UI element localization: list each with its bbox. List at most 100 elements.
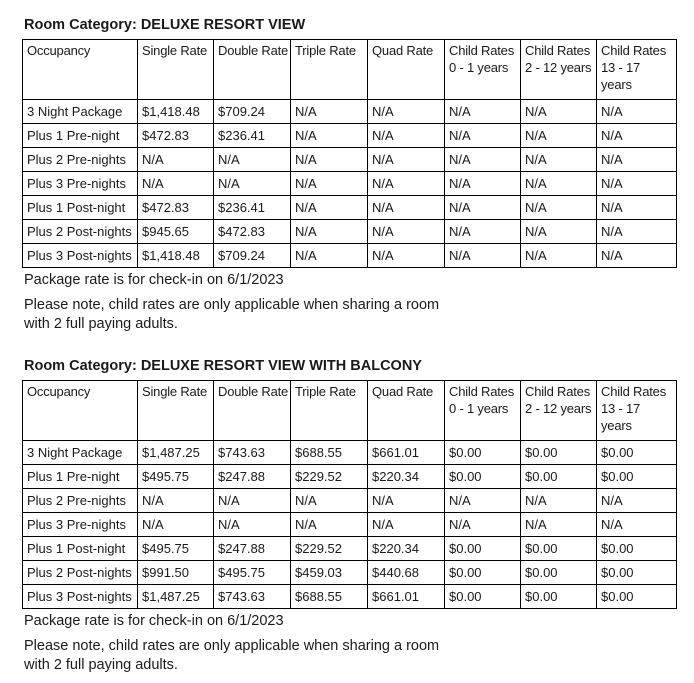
rate-cell: $0.00	[444, 584, 521, 609]
rate-cell: $1,487.25	[137, 584, 214, 609]
rate-cell: N/A	[444, 512, 521, 537]
occupancy-cell: Plus 1 Post-night	[22, 536, 138, 561]
rate-cell: $661.01	[367, 584, 445, 609]
occupancy-cell: Plus 3 Pre-nights	[22, 171, 138, 196]
rate-cell: $495.75	[213, 560, 291, 585]
rate-table: Occupancy Single Rate Double Rate Triple Ra…	[22, 39, 677, 268]
column-header-line: Double Rate	[218, 384, 289, 399]
table-row: Plus 2 Pre-nights N/A N/A N/A N/A N/A N/A N/A	[22, 488, 677, 513]
rate-cell: $661.01	[367, 440, 445, 465]
rate-cell: N/A	[290, 123, 368, 148]
rate-cell: $220.34	[367, 464, 445, 489]
rate-cell: $945.65	[137, 219, 214, 244]
occupancy-cell: Plus 3 Post-nights	[22, 243, 138, 268]
rate-cell: N/A	[367, 219, 445, 244]
column-header-line: 13 - 17	[601, 60, 641, 75]
rate-cell: $0.00	[520, 536, 597, 561]
column-header-line: 2 - 12 years	[525, 60, 592, 75]
rate-cell: $0.00	[596, 440, 677, 465]
column-header-line: years	[601, 418, 632, 433]
rate-cell: N/A	[520, 147, 597, 172]
rate-cell: N/A	[444, 99, 521, 124]
rate-cell: $472.83	[137, 123, 214, 148]
table-row: Plus 1 Post-night $495.75 $247.88 $229.52 $2…	[22, 536, 677, 561]
rate-cell: $247.88	[213, 536, 291, 561]
rate-cell: $440.68	[367, 560, 445, 585]
occupancy-cell: Plus 2 Post-nights	[22, 560, 138, 585]
rate-cell: N/A	[290, 243, 368, 268]
column-header-line: Single Rate	[142, 43, 208, 58]
table-row: Plus 3 Pre-nights N/A N/A N/A N/A N/A N/A N/A	[22, 512, 677, 537]
occupancy-cell: 3 Night Package	[22, 440, 138, 465]
table-row: Plus 2 Post-nights $945.65 $472.83 N/A N/A N/…	[22, 219, 677, 244]
rate-cell: N/A	[367, 243, 445, 268]
rate-cell: N/A	[290, 147, 368, 172]
rate-cell: N/A	[596, 219, 677, 244]
table-row: Plus 3 Post-nights $1,487.25 $743.63 $688.5…	[22, 584, 677, 609]
table-row: Plus 2 Post-nights $991.50 $495.75 $459.03 $…	[22, 560, 677, 585]
rate-cell: $459.03	[290, 560, 368, 585]
rate-cell: N/A	[596, 243, 677, 268]
section-heading: Room Category: DELUXE RESORT VIEW	[24, 17, 306, 33]
rate-cell: $0.00	[520, 560, 597, 585]
occupancy-cell: Plus 3 Post-nights	[22, 584, 138, 609]
column-header-line: Child Rates	[601, 43, 666, 58]
package-date-note: Package rate is for check-in on 6/1/2023	[24, 613, 284, 629]
rate-cell: $0.00	[596, 560, 677, 585]
child-rates-note: Please note, child rates are only applic…	[24, 296, 679, 334]
rate-cell: N/A	[444, 243, 521, 268]
rate-cell: N/A	[137, 147, 214, 172]
rate-cell: $991.50	[137, 560, 214, 585]
rate-cell: N/A	[520, 512, 597, 537]
column-header: Child Rates 2 - 12 years	[520, 39, 597, 100]
occupancy-cell: Plus 1 Pre-night	[22, 464, 138, 489]
rate-section-deluxe-resort-view-with-balcony: Room Category: DELUXE RESORT VIEW WITH B…	[22, 358, 679, 675]
rate-cell: $247.88	[213, 464, 291, 489]
rate-cell: N/A	[596, 195, 677, 220]
column-header-line: 0 - 1 years	[449, 60, 509, 75]
column-header-line: Child Rates	[449, 384, 514, 399]
column-header: Triple Rate	[290, 39, 368, 100]
table-header-row: Occupancy Single Rate Double Rate Triple Ra…	[22, 380, 677, 441]
rate-table: Occupancy Single Rate Double Rate Triple Ra…	[22, 380, 677, 609]
rate-cell: $743.63	[213, 440, 291, 465]
rate-cell: $472.83	[213, 219, 291, 244]
rate-cell: $688.55	[290, 584, 368, 609]
column-header-line: 13 - 17	[601, 401, 641, 416]
child-rates-note: Please note, child rates are only applic…	[24, 637, 679, 675]
rate-cell: N/A	[367, 147, 445, 172]
package-date-note: Package rate is for check-in on 6/1/2023	[24, 272, 284, 288]
occupancy-cell: Plus 1 Post-night	[22, 195, 138, 220]
rate-cell: N/A	[444, 488, 521, 513]
rate-cell: $0.00	[520, 440, 597, 465]
table-header-row: Occupancy Single Rate Double Rate Triple Ra…	[22, 39, 677, 100]
rate-cell: $0.00	[520, 464, 597, 489]
rate-document: Room Category: DELUXE RESORT VIEW Occupa…	[22, 17, 679, 675]
column-header-line: Quad Rate	[372, 43, 434, 58]
table-row: Plus 1 Pre-night $495.75 $247.88 $229.52 $22…	[22, 464, 677, 489]
occupancy-cell: Plus 3 Pre-nights	[22, 512, 138, 537]
rate-cell: N/A	[520, 99, 597, 124]
occupancy-cell: Plus 1 Pre-night	[22, 123, 138, 148]
table-row: Plus 2 Pre-nights N/A N/A N/A N/A N/A N/A N/A	[22, 147, 677, 172]
column-header: Occupancy	[22, 39, 138, 100]
rate-cell: N/A	[596, 147, 677, 172]
rate-cell: $472.83	[137, 195, 214, 220]
rate-cell: $0.00	[520, 584, 597, 609]
column-header: Quad Rate	[367, 39, 445, 100]
occupancy-cell: 3 Night Package	[22, 99, 138, 124]
rate-cell: N/A	[213, 512, 291, 537]
rate-cell: $709.24	[213, 99, 291, 124]
column-header: Child Rates 13 - 17 years	[596, 380, 677, 441]
column-header-line: Triple Rate	[295, 43, 356, 58]
rate-cell: $709.24	[213, 243, 291, 268]
column-header: Double Rate	[213, 39, 291, 100]
column-header-line: Double Rate	[218, 43, 289, 58]
rate-cell: N/A	[290, 99, 368, 124]
rate-cell: $236.41	[213, 195, 291, 220]
child-rates-note-line: Please note, child rates are only applic…	[24, 638, 440, 654]
rate-cell: N/A	[444, 219, 521, 244]
child-rates-note-line: Please note, child rates are only applic…	[24, 297, 440, 313]
rate-cell: $0.00	[596, 584, 677, 609]
rate-cell: N/A	[290, 219, 368, 244]
